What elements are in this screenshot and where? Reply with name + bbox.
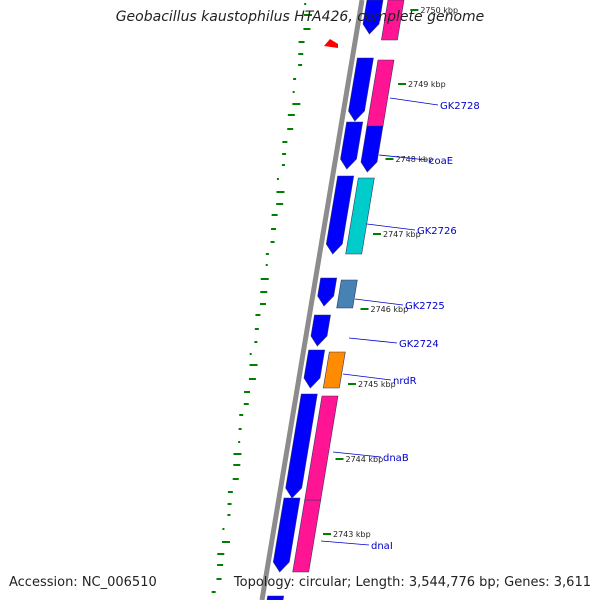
gene-label[interactable]: nrdR: [393, 376, 417, 387]
gc-skew-track: [211, 3, 313, 593]
gene-label[interactable]: dnaB: [383, 453, 409, 464]
accession-text: Accession: NC_006510: [9, 575, 157, 590]
gene-track: [266, 0, 405, 600]
ruler-label: 2750 kbp: [420, 6, 458, 15]
gene-label-leader: [332, 451, 382, 458]
gene-arrow-dnaB[interactable]: [285, 393, 318, 499]
page-title: Geobacillus kaustophilus HTA426, complet…: [115, 9, 485, 25]
gene-label-leader: [366, 223, 416, 231]
ruler-label: 2748 kbp: [396, 155, 434, 164]
cds-GK2725[interactable]: [336, 279, 358, 309]
gene-label-leader: [389, 97, 439, 106]
genome-backbone: [259, 0, 365, 600]
gene-arrow-bottom[interactable]: [266, 595, 285, 600]
ruler-label: 2744 kbp: [346, 455, 384, 464]
backbone-layer: [259, 0, 365, 600]
gene-arrow-GK2726[interactable]: [325, 175, 355, 255]
gene-label-leader: [378, 154, 428, 161]
gene-arrow-dnaI[interactable]: [272, 497, 301, 573]
gene-label[interactable]: GK2726: [417, 226, 457, 237]
ruler-label: 2745 kbp: [358, 380, 396, 389]
gene-label[interactable]: GK2725: [405, 301, 445, 312]
cds-dnaB[interactable]: [304, 395, 339, 501]
gene-label-leader: [348, 337, 398, 344]
gene-arrow-GK2725[interactable]: [317, 277, 338, 307]
ruler-label: 2746 kbp: [371, 305, 409, 314]
gene-label[interactable]: dnaI: [371, 541, 393, 552]
gene-arrow-coaE-2[interactable]: [360, 123, 384, 173]
cds-GK2728[interactable]: [366, 59, 395, 127]
gene-arrow-GK2728[interactable]: [348, 57, 374, 122]
gene-arrow-coaE[interactable]: [340, 121, 364, 170]
ruler-label: 2747 kbp: [383, 230, 421, 239]
gene-arrow-GK2724[interactable]: [310, 314, 331, 347]
cds-nrdR[interactable]: [322, 351, 346, 389]
gene-label[interactable]: coaE: [429, 156, 453, 167]
ruler-ticks: 2743 kbp 2744 kbp 2745 kbp 2746 kbp 2747 kbp…: [323, 6, 458, 539]
cds-top[interactable]: [381, 0, 405, 41]
gene-label-leader: [320, 540, 370, 546]
gene-labels: dnaI dnaB nrdR GK2724 GK2725 GK2726 coaE GK2728: [320, 97, 480, 552]
gene-label[interactable]: GK2724: [399, 339, 439, 350]
position-marker-icon: [324, 39, 338, 48]
gene-label-leader: [354, 298, 404, 306]
gene-label-leader: [342, 373, 392, 381]
gene-arrow-top[interactable]: [362, 0, 384, 35]
genome-summary-text: Topology: circular; Length: 3,544,776 bp…: [233, 575, 591, 590]
gene-label[interactable]: GK2728: [440, 101, 480, 112]
cds-GK2726[interactable]: [345, 177, 375, 255]
gene-arrow-nrdR[interactable]: [303, 349, 326, 389]
ruler-label: 2749 kbp: [408, 80, 446, 89]
ruler-label: 2743 kbp: [333, 530, 371, 539]
